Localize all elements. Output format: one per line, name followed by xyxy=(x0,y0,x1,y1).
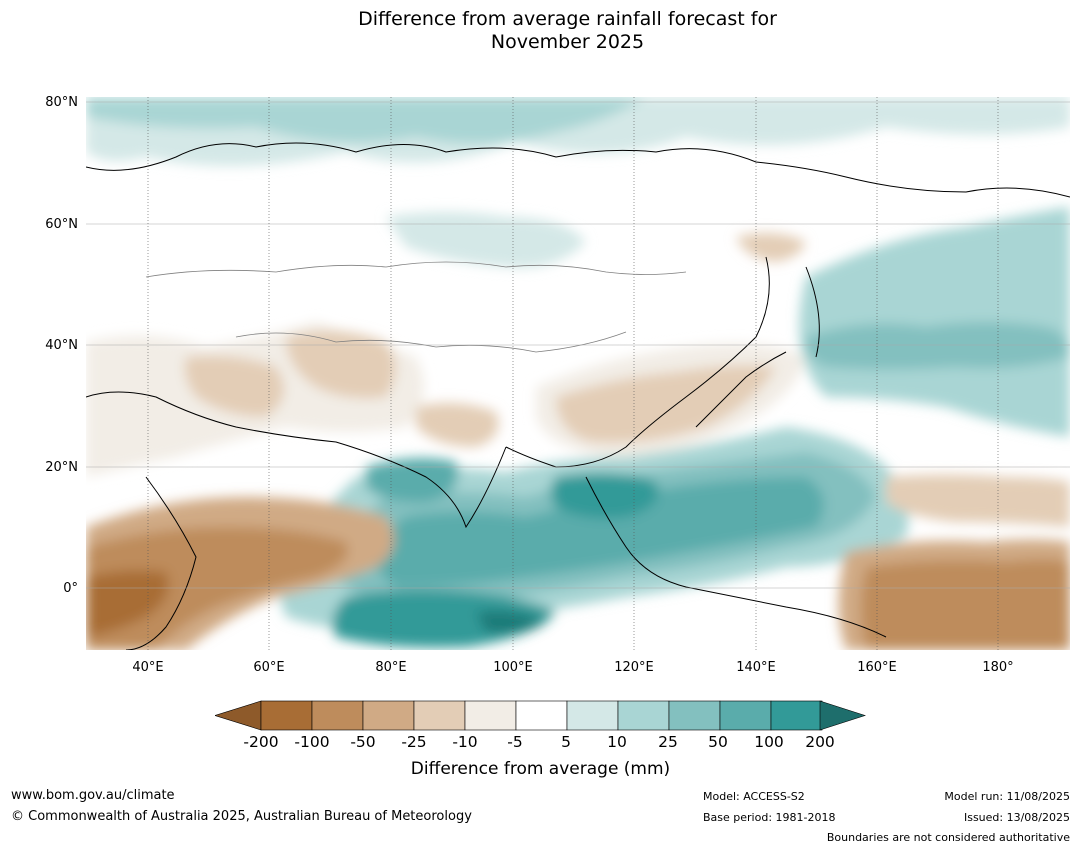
colorbar-tick-label: -200 xyxy=(243,733,279,751)
longitude-label-60e: 60°E xyxy=(253,660,285,675)
colorbar-cell xyxy=(362,700,415,731)
colorbar xyxy=(215,700,866,731)
colorbar-under-arrow xyxy=(215,700,262,731)
colorbar-tick-label: -10 xyxy=(452,733,478,751)
colorbar-cell xyxy=(464,700,517,731)
colorbar-tick-label: 100 xyxy=(754,733,784,751)
colorbar-tick-label: -100 xyxy=(294,733,330,751)
website-link[interactable]: www.bom.gov.au/climate xyxy=(11,788,175,803)
colorbar-tick-label: 200 xyxy=(805,733,835,751)
colorbar-tick-label: -25 xyxy=(401,733,427,751)
colorbar-cell xyxy=(719,700,772,731)
map-title-line-2: November 2025 xyxy=(490,31,645,53)
longitude-label-40e: 40°E xyxy=(132,660,164,675)
issued-date: Issued: 13/08/2025 xyxy=(963,811,1070,824)
model-name: Model: ACCESS-S2 xyxy=(703,790,805,803)
longitude-label-120e: 120°E xyxy=(614,660,654,675)
colorbar-over-arrow xyxy=(819,700,866,731)
longitude-label-100e: 100°E xyxy=(493,660,533,675)
latitude-label-80n: 80°N xyxy=(45,95,78,110)
longitude-label-140e: 140°E xyxy=(736,660,776,675)
colorbar-tick-label: 50 xyxy=(708,733,728,751)
longitude-label-80e: 80°E xyxy=(375,660,407,675)
map-title: Difference from average rainfall forecas… xyxy=(0,8,1081,54)
anomaly-shading xyxy=(86,97,1070,650)
latitude-label-20n: 20°N xyxy=(45,460,78,475)
boundaries-disclaimer: Boundaries are not considered authoritat… xyxy=(826,831,1070,844)
colorbar-cell xyxy=(413,700,466,731)
colorbar-tick-label: 25 xyxy=(658,733,678,751)
colorbar-tick-label: -50 xyxy=(350,733,376,751)
base-period: Base period: 1981-2018 xyxy=(703,811,836,824)
colorbar-title: Difference from average (mm) xyxy=(410,759,671,779)
colorbar-cell xyxy=(311,700,364,731)
latitude-label-equator: 0° xyxy=(63,581,78,596)
longitude-label-160e: 160°E xyxy=(857,660,897,675)
colorbar-cell xyxy=(260,700,313,731)
latitude-label-60n: 60°N xyxy=(45,217,78,232)
graticule xyxy=(86,97,1070,650)
colorbar-tick-label: -5 xyxy=(507,733,523,751)
colorbar-tick-label: 5 xyxy=(561,733,571,751)
map-title-line-1: Difference from average rainfall forecas… xyxy=(358,8,777,30)
rainfall-anomaly-map xyxy=(86,97,1070,650)
copyright-text: © Commonwealth of Australia 2025, Austra… xyxy=(11,809,472,824)
colorbar-tick-label: 10 xyxy=(607,733,627,751)
colorbar-cell xyxy=(515,700,568,731)
model-run-date: Model run: 11/08/2025 xyxy=(944,790,1070,803)
colorbar-cell xyxy=(566,700,619,731)
longitude-label-180: 180° xyxy=(982,660,1014,675)
latitude-label-40n: 40°N xyxy=(45,338,78,353)
colorbar-cell xyxy=(668,700,721,731)
colorbar-cell xyxy=(770,700,823,731)
colorbar-cell xyxy=(617,700,670,731)
country-boundaries xyxy=(145,261,687,353)
